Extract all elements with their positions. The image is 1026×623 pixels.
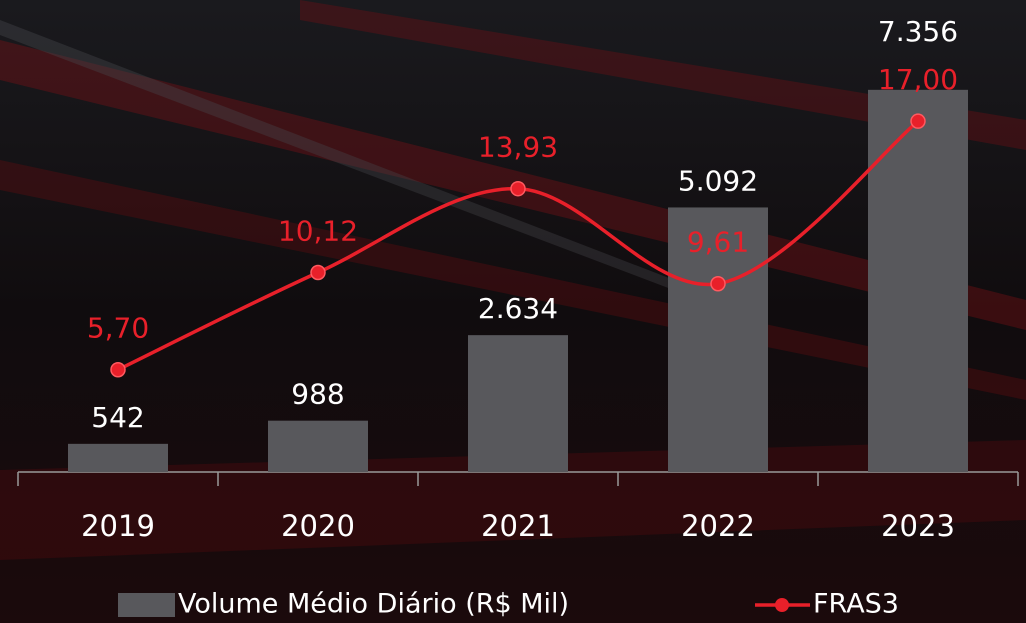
x-tick-label: 2022 — [681, 509, 755, 543]
bar-value-label: 2.634 — [478, 292, 558, 325]
bar-value-label: 988 — [291, 378, 344, 411]
legend-marker — [775, 598, 789, 612]
line-value-label: 9,61 — [687, 226, 749, 259]
x-tick-label: 2019 — [81, 509, 155, 543]
bar — [268, 420, 368, 472]
bar-value-label: 7.356 — [878, 15, 958, 48]
line-marker — [510, 180, 526, 197]
bar — [468, 335, 568, 472]
line-marker — [710, 275, 726, 292]
x-tick-label: 2021 — [481, 509, 555, 543]
line-value-label: 10,12 — [278, 215, 358, 248]
x-tick-label: 2023 — [881, 509, 955, 543]
line-marker — [310, 264, 326, 281]
line-value-label: 17,00 — [878, 63, 958, 96]
line-value-label: 13,93 — [478, 131, 558, 164]
legend-swatch — [118, 593, 175, 617]
bar — [668, 207, 768, 472]
x-tick-label: 2020 — [281, 509, 355, 543]
legend-label: Volume Médio Diário (R$ Mil) — [178, 589, 569, 620]
line-marker — [110, 361, 126, 378]
bar — [68, 443, 168, 472]
line-value-label: 5,70 — [87, 312, 149, 345]
bar-value-label: 542 — [91, 401, 144, 434]
bar-value-label: 5.092 — [678, 164, 758, 197]
legend-label: FRAS3 — [813, 589, 899, 620]
line-marker — [910, 113, 926, 129]
bar — [868, 89, 968, 473]
